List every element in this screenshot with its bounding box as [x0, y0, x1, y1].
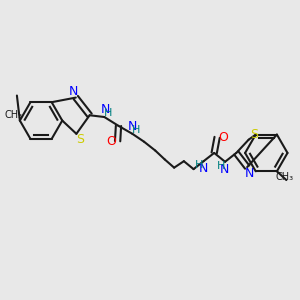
Text: O: O — [219, 131, 229, 144]
Text: H: H — [132, 125, 141, 135]
Text: CH₃: CH₃ — [4, 110, 22, 120]
Text: O: O — [106, 135, 116, 148]
Text: N: N — [245, 167, 254, 180]
Text: S: S — [250, 128, 258, 141]
Text: H: H — [217, 161, 225, 171]
Text: H: H — [195, 160, 204, 170]
Text: H: H — [104, 108, 112, 118]
Text: N: N — [220, 163, 229, 176]
Text: N: N — [198, 162, 208, 175]
Text: CH₃: CH₃ — [275, 172, 294, 182]
Text: S: S — [76, 133, 84, 146]
Text: N: N — [100, 103, 110, 116]
Text: N: N — [128, 120, 138, 133]
Text: N: N — [69, 85, 78, 98]
